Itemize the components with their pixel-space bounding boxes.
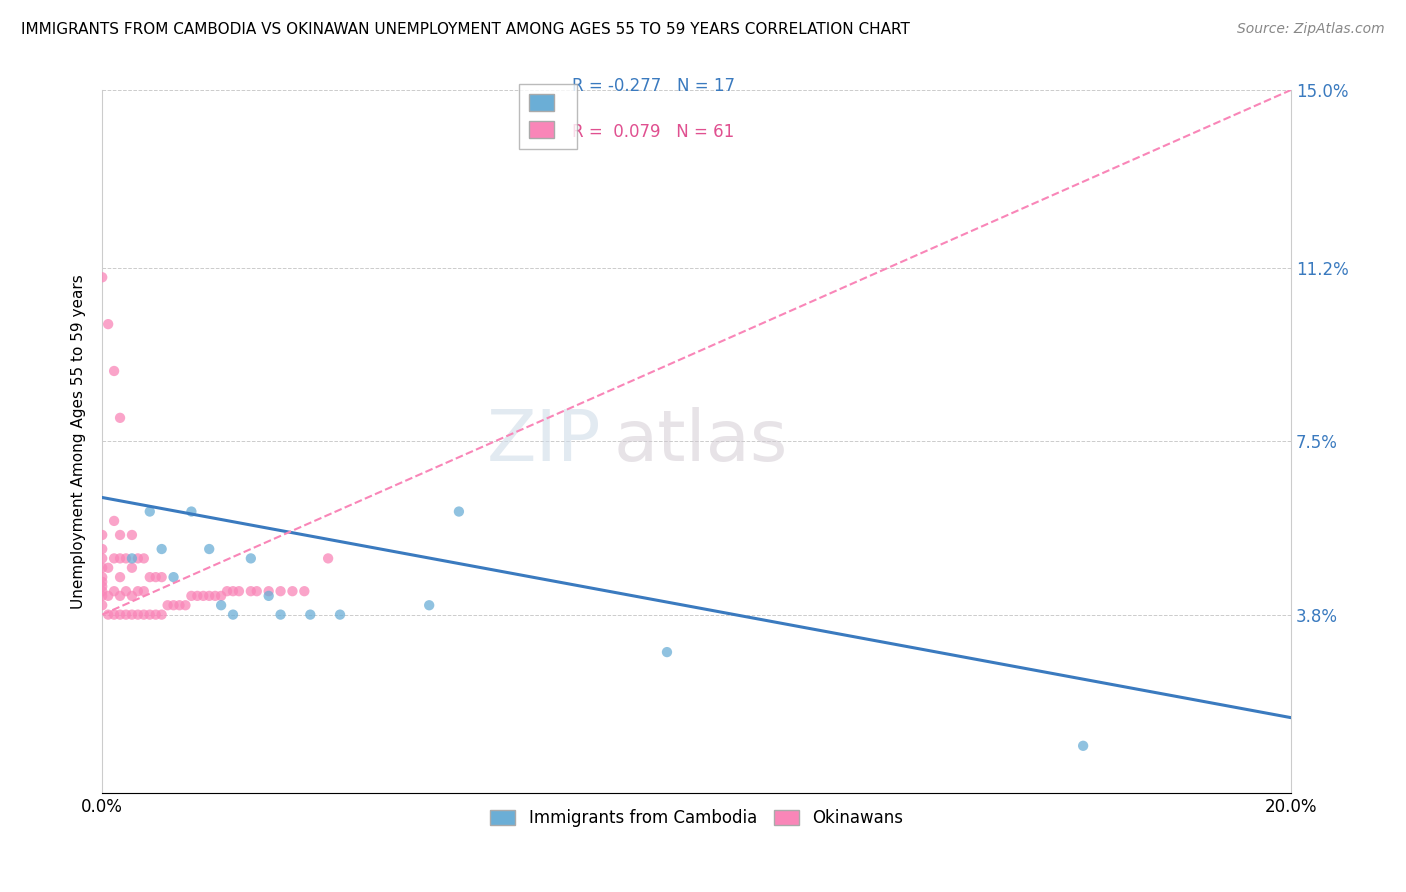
Point xyxy=(115,607,138,622)
Point xyxy=(169,599,191,613)
Text: R = -0.277   N = 17: R = -0.277 N = 17 xyxy=(572,78,735,95)
Point xyxy=(97,607,120,622)
Point xyxy=(299,607,322,622)
Point xyxy=(121,551,143,566)
Point xyxy=(91,589,114,603)
Point xyxy=(91,528,114,542)
Legend: Immigrants from Cambodia, Okinawans: Immigrants from Cambodia, Okinawans xyxy=(484,802,910,833)
Point xyxy=(132,607,155,622)
Point xyxy=(204,589,226,603)
Point xyxy=(91,570,114,584)
Point xyxy=(103,364,125,378)
Text: R =  0.079   N = 61: R = 0.079 N = 61 xyxy=(572,123,734,141)
Point xyxy=(121,589,143,603)
Point xyxy=(270,607,292,622)
Point xyxy=(127,551,149,566)
Point xyxy=(91,270,114,285)
Point xyxy=(132,584,155,599)
Point xyxy=(180,589,202,603)
Point xyxy=(97,589,120,603)
Point xyxy=(97,317,120,331)
Point xyxy=(418,599,440,613)
Point xyxy=(108,528,131,542)
Point xyxy=(150,607,173,622)
Point xyxy=(108,607,131,622)
Point xyxy=(132,551,155,566)
Point xyxy=(292,584,315,599)
Point xyxy=(655,645,678,659)
Point xyxy=(329,607,352,622)
Point xyxy=(228,584,250,599)
Point xyxy=(108,551,131,566)
Text: IMMIGRANTS FROM CAMBODIA VS OKINAWAN UNEMPLOYMENT AMONG AGES 55 TO 59 YEARS CORR: IMMIGRANTS FROM CAMBODIA VS OKINAWAN UNE… xyxy=(21,22,910,37)
Point xyxy=(215,584,238,599)
Point xyxy=(91,599,114,613)
Point xyxy=(209,589,232,603)
Point xyxy=(103,551,125,566)
Point xyxy=(91,541,114,556)
Point xyxy=(447,504,470,518)
Point xyxy=(91,580,114,594)
Point xyxy=(145,570,167,584)
Point xyxy=(91,561,114,575)
Point xyxy=(156,599,179,613)
Point xyxy=(1071,739,1094,753)
Point xyxy=(103,584,125,599)
Point xyxy=(127,584,149,599)
Point xyxy=(239,584,262,599)
Text: ZIP: ZIP xyxy=(486,407,602,475)
Point xyxy=(121,607,143,622)
Point xyxy=(121,528,143,542)
Point xyxy=(281,584,304,599)
Point xyxy=(193,589,215,603)
Point xyxy=(162,599,184,613)
Point xyxy=(91,584,114,599)
Point xyxy=(257,589,280,603)
Point xyxy=(209,599,232,613)
Point xyxy=(103,607,125,622)
Point xyxy=(145,607,167,622)
Point xyxy=(239,551,262,566)
Text: Source: ZipAtlas.com: Source: ZipAtlas.com xyxy=(1237,22,1385,37)
Point xyxy=(127,607,149,622)
Point xyxy=(150,570,173,584)
Point xyxy=(174,599,197,613)
Point xyxy=(180,504,202,518)
Point xyxy=(139,504,162,518)
Point xyxy=(103,514,125,528)
Point xyxy=(150,541,173,556)
Point xyxy=(270,584,292,599)
Point xyxy=(139,570,162,584)
Point xyxy=(108,589,131,603)
Point xyxy=(108,410,131,425)
Point xyxy=(198,541,221,556)
Point xyxy=(222,584,245,599)
Point xyxy=(108,570,131,584)
Point xyxy=(97,561,120,575)
Point xyxy=(222,607,245,622)
Point xyxy=(115,584,138,599)
Point xyxy=(246,584,269,599)
Point xyxy=(121,561,143,575)
Point xyxy=(186,589,208,603)
Point xyxy=(162,570,184,584)
Point xyxy=(91,574,114,589)
Y-axis label: Unemployment Among Ages 55 to 59 years: Unemployment Among Ages 55 to 59 years xyxy=(72,274,86,608)
Point xyxy=(257,584,280,599)
Point xyxy=(198,589,221,603)
Point xyxy=(115,551,138,566)
Point xyxy=(316,551,339,566)
Text: atlas: atlas xyxy=(613,407,787,475)
Point xyxy=(91,551,114,566)
Point xyxy=(139,607,162,622)
